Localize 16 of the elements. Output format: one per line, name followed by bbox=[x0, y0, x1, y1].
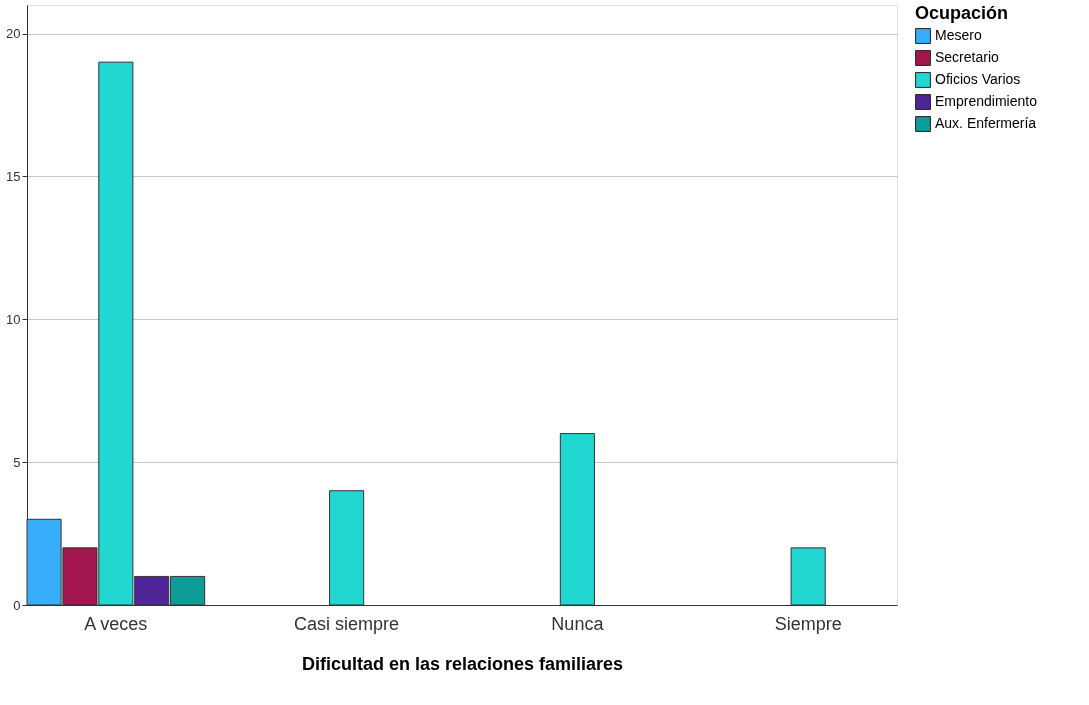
legend-label: Mesero bbox=[935, 27, 982, 43]
legend-label: Secretario bbox=[935, 49, 1000, 65]
y-tick-label: 20 bbox=[6, 26, 21, 42]
legend-label: Aux. Enfermería bbox=[935, 115, 1037, 131]
y-tick-label: 15 bbox=[6, 168, 21, 184]
x-tick-label: A veces bbox=[84, 613, 148, 634]
legend-title: Ocupación bbox=[915, 3, 1009, 23]
x-tick-label: Casi siempre bbox=[294, 613, 400, 634]
y-tick-label: 5 bbox=[13, 454, 21, 470]
x-axis-title: Dificultad en las relaciones familiares bbox=[301, 653, 624, 674]
y-tick-label: 0 bbox=[13, 597, 21, 613]
legend-label: Emprendimiento bbox=[935, 93, 1038, 109]
x-tick-label: Nunca bbox=[551, 613, 605, 634]
y-tick-label: 10 bbox=[6, 311, 21, 327]
x-tick-label: Siempre bbox=[774, 613, 842, 634]
legend-label: Oficios Varios bbox=[935, 71, 1021, 87]
